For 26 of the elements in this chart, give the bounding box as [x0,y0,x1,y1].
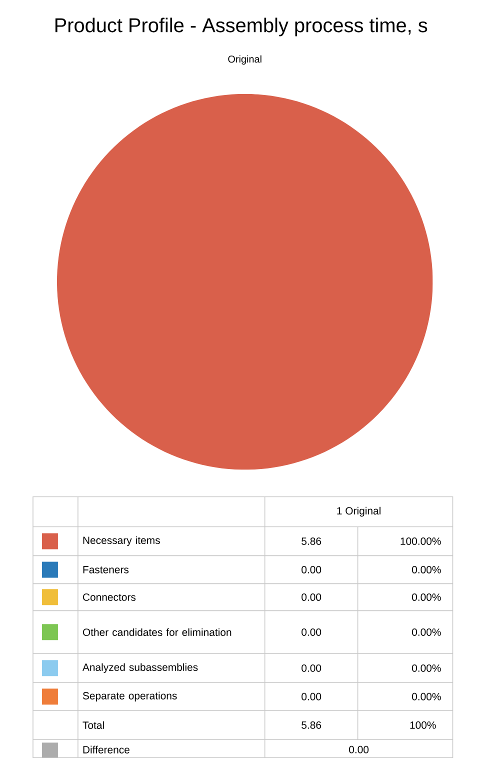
text: 0.00% [412,593,441,601]
text: 0.00 [302,593,322,601]
legend-label: Analyzed subassemblies [82,663,198,674]
category-label: Fasteners [83,566,129,574]
text: 100.00% [400,538,441,545]
slice-label: Necessary items [83,536,160,546]
text: 0.00% [412,664,441,672]
text: 5.86 [302,721,322,729]
text: 0.00 [302,664,322,672]
legend-label: Connectors [83,593,136,601]
chart-subtitle: Original [228,55,262,65]
legend-label: Other candidates for elimination [83,628,232,636]
text: 100% [410,721,436,729]
text: 0.00 [349,746,369,754]
data-label: 5.86 [302,538,322,545]
text: Difference [83,746,130,754]
text: 0.00% [412,628,441,636]
legend-label: Separate operations [83,692,177,702]
text: 0.00 [302,628,322,636]
text: 0.00% [412,692,441,700]
legend-title: 1 Original [337,506,381,517]
text: Total [82,721,104,729]
chart-title: Product Profile - Assembly process time, s [56,18,428,36]
text: 0.00 [302,692,322,700]
text: 0.00 [302,566,322,574]
text: 0.00% [412,566,441,574]
